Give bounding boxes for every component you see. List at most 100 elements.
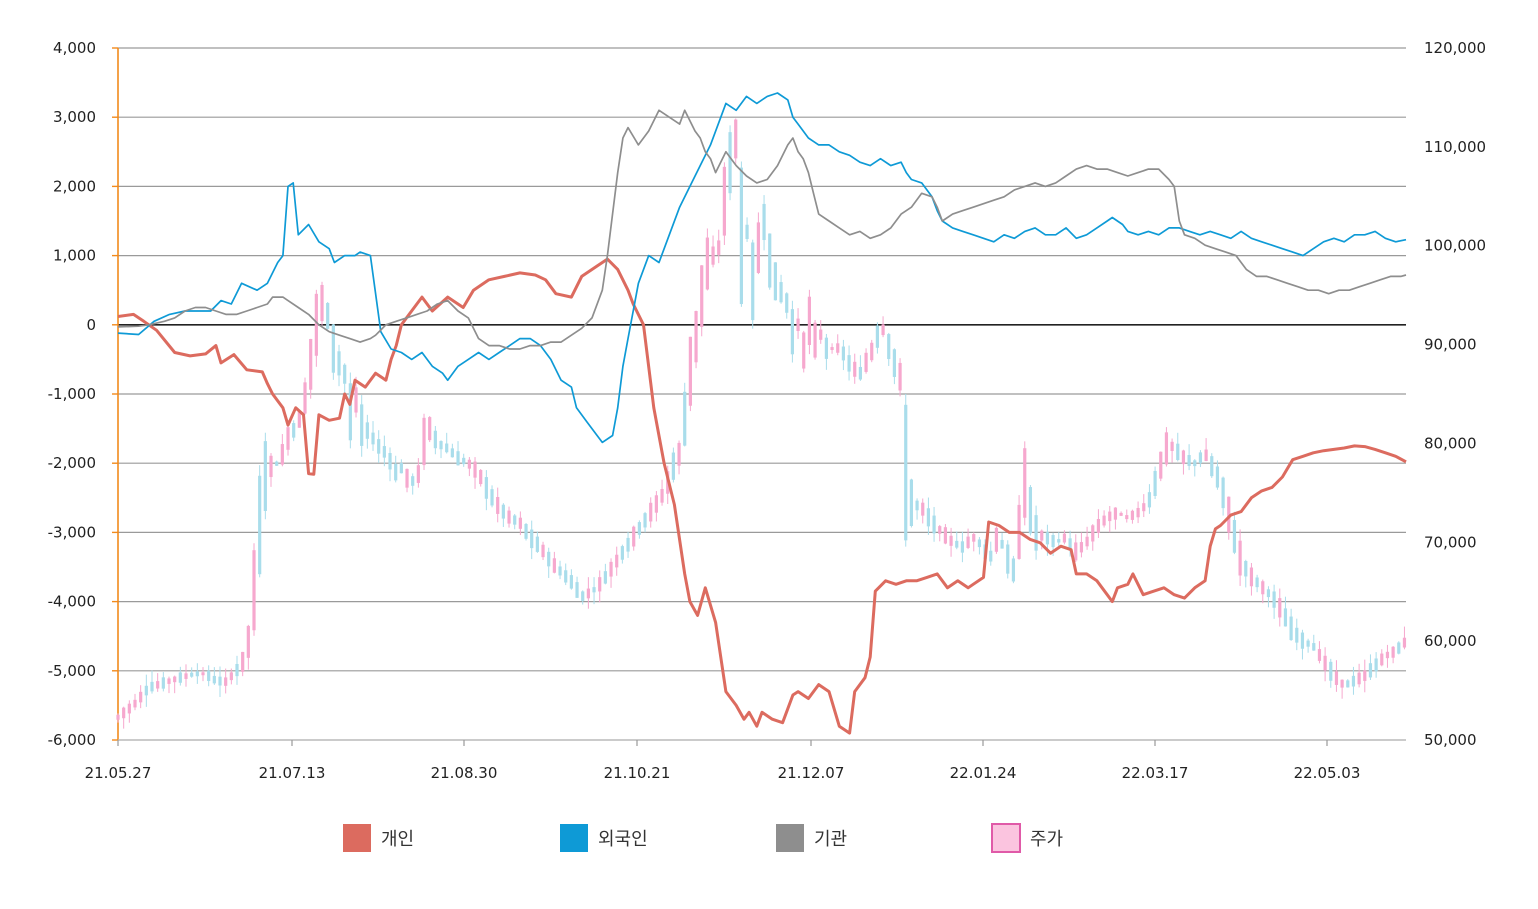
price-candle-body — [473, 461, 477, 478]
price-candle-body — [609, 561, 613, 577]
series-lines — [117, 92, 1407, 735]
legend-label: 주가 — [1030, 829, 1063, 850]
price-candle-body — [1363, 670, 1367, 681]
price-candle-body — [263, 441, 267, 511]
price-candle-body — [428, 417, 432, 441]
x-tick-label: 21.07.13 — [259, 764, 326, 782]
price-candle-body — [422, 417, 426, 466]
price-candle-body — [1272, 591, 1276, 608]
price-candle-body — [779, 282, 783, 303]
price-candle-body — [246, 625, 250, 658]
price-candle-body — [1091, 525, 1095, 542]
price-candle-body — [875, 325, 880, 348]
price-candle-body — [462, 457, 466, 465]
price-candle-body — [938, 526, 942, 534]
price-candle-body — [745, 224, 749, 239]
price-candle-body — [1255, 577, 1259, 588]
price-candle-body — [926, 508, 931, 527]
price-candle-body — [802, 332, 806, 369]
price-candle-body — [1119, 512, 1123, 516]
price-candle-body — [416, 465, 420, 483]
price-candle-body — [552, 558, 556, 573]
price-candle-body — [575, 582, 579, 598]
price-candle-body — [1368, 663, 1373, 678]
legend-item[interactable]: 개인 — [343, 824, 414, 852]
price-candle-body — [456, 451, 460, 466]
price-candle-body — [360, 404, 364, 446]
price-candle-body — [1040, 530, 1044, 541]
price-candle-body — [116, 714, 120, 720]
legend-item[interactable]: 외국인 — [560, 824, 648, 852]
price-candle-body — [501, 504, 505, 519]
price-candle-body — [518, 517, 522, 529]
price-candle-body — [1238, 540, 1242, 576]
y-left-tick-label: 0 — [86, 316, 96, 334]
price-candle-body — [711, 246, 715, 265]
y-left-tick-label: 2,000 — [53, 177, 96, 195]
price-candle-body — [303, 382, 307, 414]
legend-swatch — [560, 824, 588, 852]
legend-label: 외국인 — [598, 829, 648, 850]
price-candle-body — [756, 222, 760, 273]
price-candle-body — [292, 423, 296, 438]
price-candle-body — [1312, 643, 1316, 651]
price-candle-body — [705, 237, 709, 290]
price-candle-body — [717, 240, 721, 255]
y-left-tick-label: -2,000 — [48, 454, 96, 472]
price-candle-body — [382, 446, 386, 458]
price-candle-body — [1028, 487, 1033, 534]
price-candle-body — [694, 311, 698, 363]
x-tick-label: 21.05.27 — [85, 764, 152, 782]
price-candle-body — [122, 707, 126, 719]
price-candle-body — [615, 554, 619, 568]
price-candle-body — [439, 441, 443, 450]
price-candle-body — [739, 167, 743, 305]
y-left-tick-label: -5,000 — [48, 662, 96, 680]
price-candle-body — [943, 527, 948, 544]
price-candle-body — [1181, 450, 1186, 465]
price-candle-body — [535, 536, 539, 552]
price-candle-body — [790, 309, 794, 355]
price-candle-body — [399, 463, 403, 474]
y-left-tick-label: -3,000 — [48, 523, 96, 541]
price-candle-body — [620, 546, 624, 560]
legend-item[interactable]: 기관 — [776, 824, 847, 852]
price-candle-body — [977, 539, 982, 548]
price-candle-body — [892, 349, 897, 377]
price-candle-body — [677, 442, 681, 466]
price-candle-body — [751, 242, 755, 321]
price-candle-body — [1232, 519, 1237, 553]
price-candle-body — [167, 678, 171, 684]
price-candle-body — [314, 293, 318, 356]
price-candle-body — [1329, 661, 1333, 681]
price-candle-body — [1385, 651, 1390, 659]
legend-item[interactable]: 주가 — [991, 823, 1063, 853]
price-candle-body — [830, 347, 834, 351]
price-candle-body — [258, 475, 262, 575]
price-candle-body — [966, 536, 970, 548]
price-candle-body — [904, 404, 908, 541]
price-candle-body — [864, 352, 868, 372]
price-candle-body — [1244, 560, 1248, 577]
price-candle-body — [813, 322, 817, 358]
series-line-외국인 — [117, 92, 1407, 444]
price-candle-body — [1057, 539, 1061, 543]
price-candle-body — [722, 166, 726, 236]
price-candle-body — [343, 364, 347, 384]
price-candle-body — [994, 527, 999, 552]
price-candle-body — [354, 387, 358, 413]
legend: 개인 외국인 기관 주가 — [343, 823, 1063, 853]
price-candle-body — [1204, 449, 1208, 462]
price-candle-body — [139, 691, 143, 703]
price-candle-body — [762, 203, 766, 241]
price-candle-body — [989, 550, 993, 562]
price-candle-body — [643, 513, 647, 528]
price-candles — [116, 118, 1407, 729]
price-candle-body — [195, 671, 199, 677]
price-candle-body — [178, 672, 182, 683]
price-candle-body — [490, 489, 494, 506]
price-candle-body — [229, 672, 233, 681]
price-candle-body — [558, 566, 562, 576]
y-left-tick-label: -4,000 — [48, 593, 96, 611]
